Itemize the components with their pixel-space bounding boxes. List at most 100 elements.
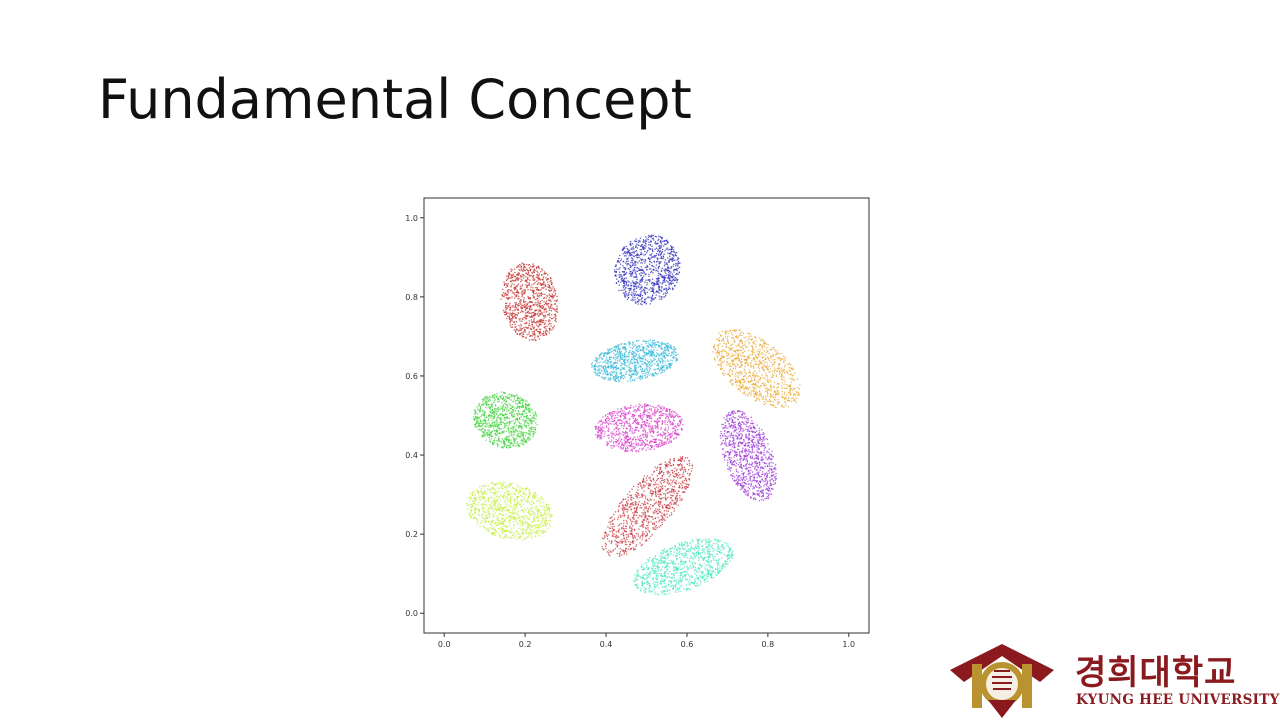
scatter-point [741,352,743,354]
scatter-point [504,392,506,394]
scatter-point [510,319,512,321]
scatter-point [519,269,521,272]
scatter-point [530,301,532,303]
scatter-point [526,304,528,306]
scatter-point [765,387,767,390]
scatter-point [512,313,514,315]
scatter-point [669,280,671,282]
scatter-point [632,354,634,356]
scatter-point [732,382,734,385]
scatter-point [637,345,640,347]
scatter-point [529,309,531,311]
scatter-point [640,434,642,436]
scatter-point [659,362,661,364]
scatter-point [633,267,635,269]
scatter-point [503,441,506,444]
scatter-point [499,433,501,435]
scatter-point [661,443,663,445]
scatter-point [634,373,636,375]
scatter-point [608,348,611,350]
scatter-point [642,430,644,432]
scatter-point [636,372,638,374]
scatter-point [527,302,529,304]
scatter-point [736,375,738,377]
scatter-point [620,419,622,421]
scatter-point [494,424,496,426]
scatter-point [510,290,512,292]
scatter-point [610,361,612,363]
scatter-point [723,350,726,352]
scatter-point [623,368,626,370]
scatter-point [556,295,558,298]
scatter-point [640,269,642,271]
scatter-point [521,327,524,330]
scatter-point [677,273,679,275]
scatter-point [516,403,518,405]
scatter-point [636,240,638,242]
scatter-point [497,406,499,408]
scatter-point [659,417,662,420]
scatter-point [534,302,536,304]
scatter-point [499,417,501,419]
scatter-point [766,356,768,359]
scatter-point [733,359,736,361]
scatter-point [661,353,663,356]
scatter-point [523,303,525,306]
scatter-point [614,378,616,380]
scatter-point [538,274,540,276]
scatter-point [491,442,494,445]
scatter-point [628,356,630,358]
scatter-point [524,315,526,317]
scatter-point [618,352,620,354]
scatter-point [650,257,652,259]
scatter-point [614,349,616,351]
scatter-point [631,356,633,358]
scatter-point [502,295,504,297]
scatter-point [545,277,547,279]
scatter-point [618,428,621,430]
scatter-point [524,312,527,314]
scatter-point [542,319,544,321]
scatter-point [624,294,626,296]
scatter-point [550,305,552,307]
scatter-point [656,364,659,366]
scatter-point [714,357,716,359]
scatter-point [767,358,770,360]
scatter-point [660,357,662,359]
scatter-point [517,297,519,300]
scatter-point [603,370,605,372]
scatter-point [766,368,769,370]
scatter-point [651,265,653,267]
scatter-point [533,312,536,314]
scatter-point [670,271,672,273]
scatter-point [503,392,505,394]
scatter-point [744,386,747,388]
scatter-point [759,393,761,396]
scatter-point [629,242,632,244]
scatter-point [774,369,776,371]
scatter-point [523,292,526,294]
scatter-point [647,244,650,246]
scatter-point [778,383,780,385]
scatter-point [651,300,653,302]
scatter-point [643,348,645,350]
scatter-point [510,442,512,444]
scatter-point [669,275,671,277]
scatter-point [550,279,552,282]
scatter-point [474,410,477,413]
scatter-point [755,361,757,363]
scatter-point [636,358,638,360]
scatter-point [634,297,636,299]
scatter-point [755,337,757,339]
scatter-point [674,285,676,287]
scatter-point [532,327,535,329]
scatter-point [534,412,537,414]
scatter-point [636,374,638,376]
scatter-point [503,410,505,412]
scatter-point [643,428,645,430]
scatter-point [776,369,778,372]
scatter-point [723,360,725,362]
scatter-point [653,239,655,241]
scatter-point [646,365,648,368]
scatter-point [635,245,637,247]
